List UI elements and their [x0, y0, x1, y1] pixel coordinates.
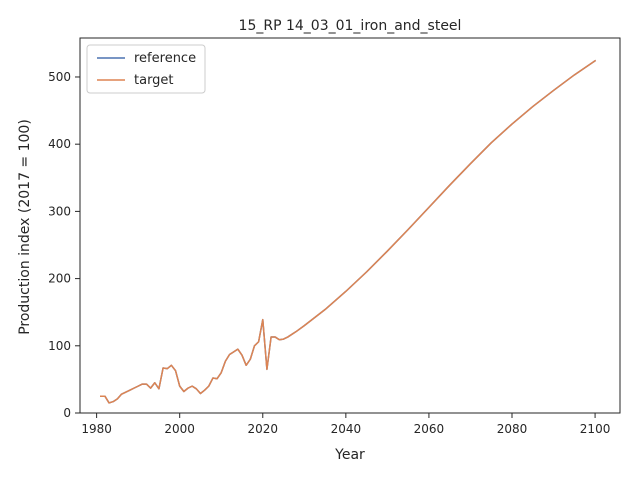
x-tick-label: 2020	[247, 422, 278, 436]
y-tick-label: 200	[48, 272, 71, 286]
legend-box	[86, 44, 206, 94]
y-axis-label: Production index (2017 = 100)	[17, 119, 33, 335]
legend-label-reference: reference	[134, 51, 196, 66]
x-tick-label: 2040	[331, 422, 362, 436]
y-tick-label: 100	[48, 339, 71, 353]
x-tick-label: 2000	[164, 422, 195, 436]
y-tick-label: 500	[48, 70, 71, 84]
x-tick-label: 2080	[497, 422, 528, 436]
series-line-reference	[100, 59, 597, 404]
y-tick-label: 300	[48, 204, 71, 218]
axes-layer: 1980 2000 2020 2040 2060 2080 2100 0 100 200 300 40…	[48, 37, 621, 436]
x-axis-label: Year	[334, 447, 365, 463]
legend: reference target	[86, 44, 206, 94]
x-tick-label: 1980	[81, 422, 112, 436]
x-tick-label: 2060	[414, 422, 445, 436]
chart-title: 15_RP 14_03_01_iron_and_steel	[239, 18, 462, 34]
x-tick-label: 2100	[580, 422, 611, 436]
y-tick-label: 0	[63, 406, 71, 420]
legend-label-target: target	[134, 73, 174, 88]
plot-frame	[79, 37, 621, 414]
y-tick-label: 400	[48, 137, 71, 151]
series-line-target	[100, 59, 597, 404]
series-layer	[100, 59, 597, 404]
